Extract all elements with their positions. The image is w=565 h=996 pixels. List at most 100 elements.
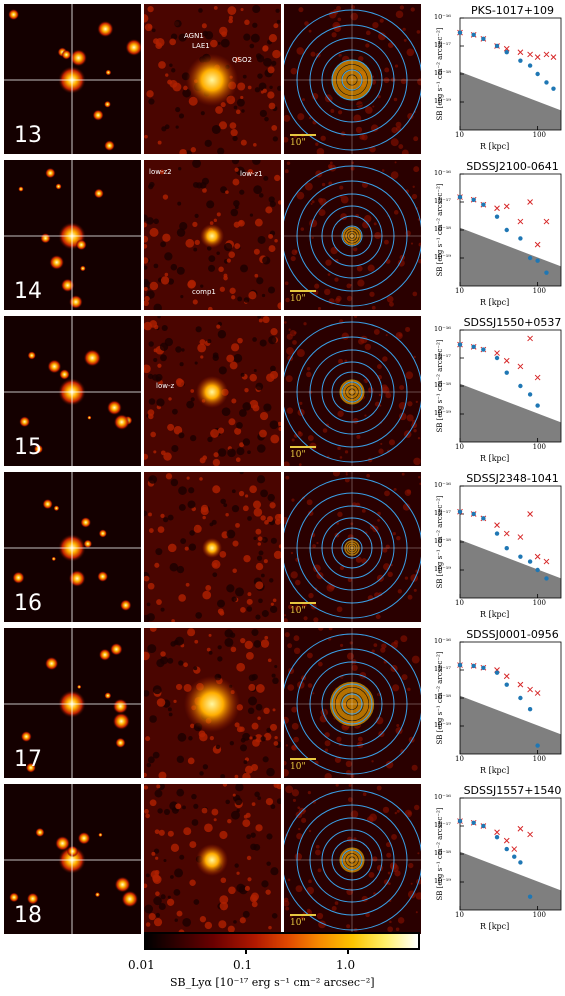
noise-blob (304, 21, 309, 26)
sensitivity-limit-area (460, 71, 561, 130)
noise-blob (396, 809, 400, 813)
lya-panel (144, 628, 281, 778)
data-point-cross (527, 831, 533, 838)
y-tick-label: 10⁻¹⁸ (434, 69, 451, 77)
profile-svg (457, 641, 562, 755)
sensitivity-limit-area (460, 695, 561, 754)
noise-blob (274, 238, 278, 243)
noise-blob (287, 684, 295, 691)
noise-blob (336, 736, 342, 742)
x-tick-label: 10 (455, 287, 464, 295)
noise-blob (170, 478, 179, 487)
noise-blob (365, 912, 370, 918)
field-source (33, 444, 44, 454)
noise-blob (210, 429, 219, 438)
field-source (51, 556, 57, 562)
noise-blob (235, 57, 241, 62)
noise-blob (368, 871, 375, 878)
noise-blob (231, 596, 237, 602)
noise-blob (317, 868, 322, 873)
data-point-circle (457, 509, 463, 514)
y-tick-label: 10⁻¹⁸ (434, 849, 451, 857)
noise-blob (362, 792, 367, 797)
noise-blob (413, 136, 419, 142)
noise-blob (160, 607, 165, 612)
noise-blob (202, 30, 208, 37)
noise-blob (259, 339, 267, 347)
noise-blob (224, 637, 234, 647)
noise-blob (398, 333, 402, 337)
sensitivity-limit-area (460, 539, 561, 598)
noise-blob (353, 316, 358, 318)
noise-blob (284, 516, 289, 525)
noise-blob (372, 21, 379, 29)
noise-blob (252, 404, 260, 412)
noise-blob (324, 288, 331, 296)
noise-blob (149, 281, 159, 291)
noise-blob (144, 785, 149, 790)
noise-blob (361, 134, 368, 141)
noise-blob (301, 98, 305, 102)
sensitivity-limit-area (460, 227, 561, 286)
noise-blob (325, 259, 332, 266)
noise-blob (196, 182, 203, 189)
noise-blob (155, 891, 160, 897)
noise-blob (385, 392, 392, 399)
noise-blob (266, 515, 274, 523)
data-point-circle (504, 546, 509, 551)
lya-image (144, 472, 281, 622)
noise-blob (259, 109, 267, 118)
noise-blob (311, 93, 319, 100)
noise-blob (220, 38, 230, 48)
data-point-circle (494, 670, 500, 675)
noise-blob (387, 926, 394, 933)
noise-blob (248, 291, 257, 300)
noise-blob (228, 251, 236, 258)
noise-blob (365, 106, 373, 114)
noise-blob (378, 393, 382, 397)
y-tick-label: 10⁻¹⁶ (434, 481, 451, 489)
contour-image (284, 4, 421, 154)
data-point-cross (494, 829, 500, 836)
noise-blob (413, 355, 416, 359)
noise-blob (169, 562, 179, 572)
noise-blob (244, 640, 253, 650)
noise-blob (350, 166, 355, 171)
noise-blob (270, 804, 276, 810)
field-source (105, 69, 112, 76)
data-point-circle (551, 86, 556, 91)
data-point-circle (544, 80, 549, 85)
noise-blob (188, 736, 193, 741)
noise-blob (252, 337, 257, 342)
noise-blob (153, 357, 158, 363)
noise-blob (231, 489, 236, 494)
y-tick-label: 10⁻¹⁹ (434, 97, 451, 105)
noise-blob (266, 767, 275, 777)
noise-blob (345, 472, 348, 474)
noise-blob (276, 19, 281, 24)
noise-blob (318, 209, 326, 217)
x-tick-label: 100 (532, 911, 546, 919)
y-tick-label: 10⁻¹⁷ (434, 821, 451, 829)
noise-blob (244, 885, 250, 891)
noise-blob (306, 909, 313, 915)
noise-blob (242, 910, 250, 918)
noise-blob (233, 920, 237, 924)
field-source (77, 831, 91, 845)
data-point-circle (457, 662, 463, 668)
noise-blob (314, 283, 320, 289)
noise-blob (225, 799, 230, 805)
contour-image (284, 160, 421, 310)
noise-blob (402, 27, 406, 32)
noise-blob (192, 221, 198, 227)
noise-blob (308, 829, 312, 833)
y-tick-label: 10⁻¹⁹ (434, 721, 451, 729)
noise-blob (284, 900, 290, 907)
noise-blob (144, 453, 149, 460)
noise-blob (194, 361, 198, 365)
noise-blob (262, 88, 267, 93)
noise-blob (153, 38, 159, 45)
noise-blob (193, 666, 198, 671)
noise-blob (162, 194, 169, 200)
noise-blob (202, 764, 209, 770)
